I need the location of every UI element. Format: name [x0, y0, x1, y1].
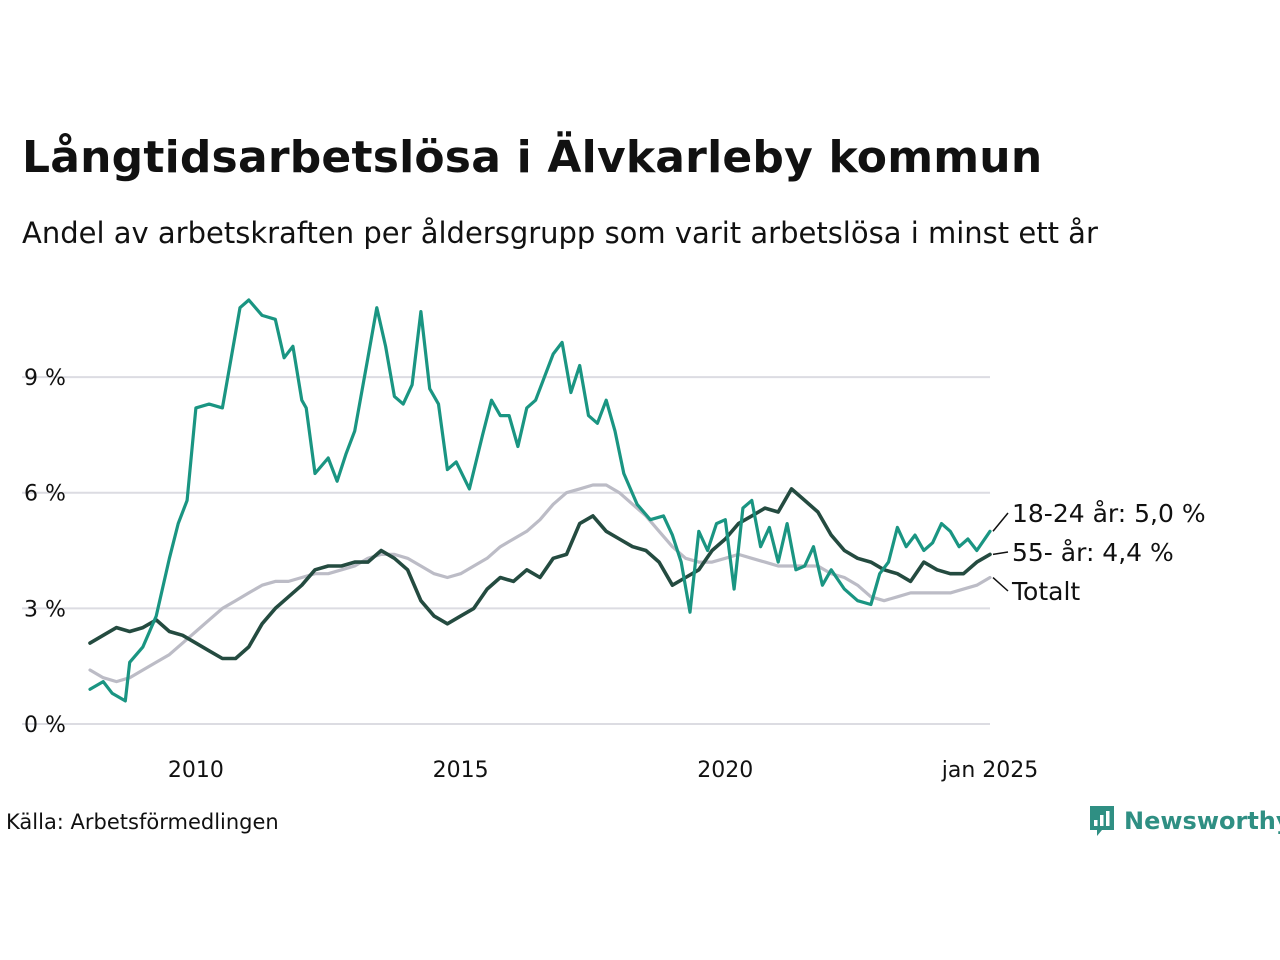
series-line-total [88, 483, 992, 684]
x-tick-label: 2020 [697, 758, 753, 783]
y-tick-label: 0 % [24, 713, 66, 738]
y-tick-label: 6 % [24, 482, 66, 507]
y-tick-label: 9 % [24, 366, 66, 391]
x-tick-label: 2010 [168, 758, 224, 783]
end-label-youth: 18-24 år: 5,0 % [1012, 499, 1206, 528]
end-label-senior: 55- år: 4,4 % [1012, 538, 1174, 567]
source-note: Källa: Arbetsförmedlingen [6, 810, 279, 834]
brand-name: Newsworthy [1124, 807, 1280, 835]
label-leader-senior [992, 551, 1009, 556]
series-line-senior [88, 487, 992, 661]
x-tick-label: 2015 [433, 758, 489, 783]
y-tick-label: 3 % [24, 597, 66, 622]
series-line-youth [88, 298, 992, 703]
chart-subtitle: Andel av arbetskraften per åldersgrupp s… [22, 216, 1098, 250]
x-tick-label: jan 2025 [941, 758, 1039, 783]
chart-title: Långtidsarbetslösa i Älvkarleby kommun [22, 132, 1043, 183]
brand-logo[interactable]: Newsworthy [1088, 804, 1280, 838]
label-leader-youth [992, 512, 1009, 532]
end-label-total: Totalt [1011, 577, 1080, 606]
label-leader-total [992, 576, 1009, 592]
newsworthy-logo-icon [1090, 806, 1114, 836]
